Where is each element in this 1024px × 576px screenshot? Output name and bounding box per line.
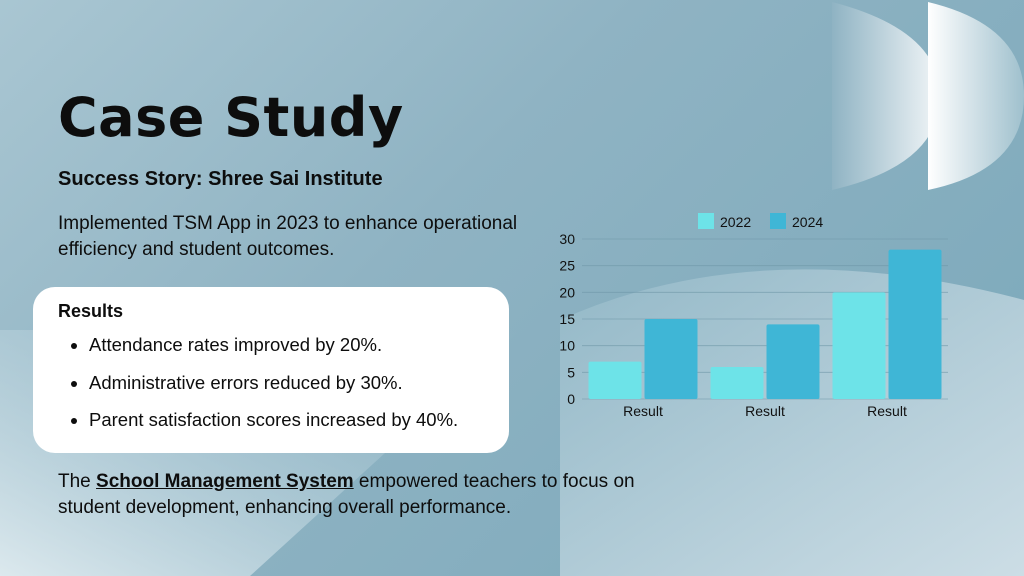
closing-text-end: empowered teachers to focus on student d… (58, 471, 635, 518)
legend-swatch (698, 213, 714, 229)
x-tick-label: Result (745, 403, 785, 419)
closing-text-start: The (58, 471, 97, 492)
legend-label: 2022 (720, 214, 751, 230)
list-item: Administrative errors reduced by 30%. (89, 371, 458, 409)
list-item: Parent satisfaction scores increased by … (89, 408, 458, 446)
bar-2024 (644, 319, 698, 399)
y-tick-label: 15 (559, 311, 575, 327)
bar-chart: 0 5 10 15 20 25 30 Result Result Result 2022 2024 (559, 213, 948, 419)
y-tick-label: 20 (559, 284, 575, 300)
y-tick-label: 30 (559, 231, 575, 247)
y-tick-label: 5 (567, 364, 575, 380)
list-item: Attendance rates improved by 20%. (89, 333, 458, 371)
bar-2022 (832, 292, 886, 399)
subtitle: Success Story: Shree Sai Institute (58, 168, 383, 190)
legend-swatch (770, 213, 786, 229)
y-tick-label: 25 (559, 258, 575, 274)
results-heading: Results (58, 301, 124, 321)
intro-text: Implemented TSM App in 2023 to enhance o… (58, 213, 518, 260)
bar-2024 (766, 324, 820, 399)
results-card: Results Attendance rates improved by 20%… (33, 287, 509, 453)
y-tick-label: 10 (559, 338, 575, 354)
school-management-system-link[interactable]: School Management System (96, 471, 354, 492)
legend-label: 2024 (792, 214, 823, 230)
x-tick-label: Result (867, 403, 907, 419)
bar-2022 (588, 361, 642, 399)
y-tick-label: 0 (567, 391, 575, 407)
results-list: Attendance rates improved by 20%. Admini… (89, 333, 458, 446)
x-tick-label: Result (623, 403, 663, 419)
bar-2022 (710, 367, 764, 399)
closing-text: The School Management System empowered t… (58, 469, 658, 521)
bar-2024 (888, 249, 942, 399)
page-title: Case Study (58, 86, 404, 149)
